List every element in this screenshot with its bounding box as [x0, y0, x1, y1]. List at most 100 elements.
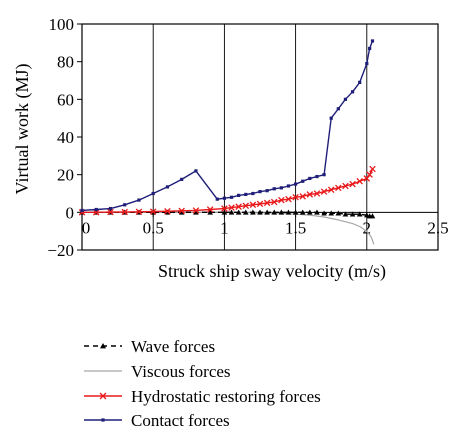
data-point: [321, 210, 327, 216]
data-point: [335, 184, 342, 192]
data-point: [335, 210, 342, 216]
data-point: [285, 209, 292, 215]
legend-item: Hydrostatic restoring forces: [84, 387, 321, 406]
data-point: [271, 209, 278, 215]
data-point: [101, 418, 105, 422]
data-point: [299, 193, 306, 200]
data-point: [192, 207, 200, 214]
data-point: [121, 208, 128, 216]
data-point: [215, 197, 219, 201]
legend-item: Wave forces: [84, 337, 215, 356]
data-point: [272, 187, 276, 191]
data-point: [107, 208, 114, 216]
data-point: [270, 198, 278, 206]
y-tick-label: 0: [66, 203, 75, 222]
y-tick-label: 80: [57, 53, 74, 72]
data-point: [165, 185, 170, 189]
data-point: [343, 97, 348, 101]
data-point: [278, 196, 285, 204]
data-point: [369, 213, 376, 219]
data-point: [313, 190, 321, 197]
data-point: [228, 209, 235, 215]
data-point: [256, 200, 264, 208]
data-point: [235, 209, 242, 215]
x-axis-title: Struck ship sway velocity (m/s): [158, 261, 386, 282]
x-tick-label: 1: [220, 218, 229, 237]
y-tick-label: 40: [57, 128, 74, 147]
y-axis-title: Virtual work (MJ): [12, 64, 33, 195]
data-point: [135, 208, 143, 216]
series-hydrostatic-restoring-forces: [78, 165, 376, 216]
y-axis-ticks: −20 0 20 40 60 80 100: [47, 15, 82, 260]
y-tick-label: −20: [47, 241, 74, 260]
data-point: [99, 392, 107, 400]
x-tick-label: 1.5: [285, 218, 306, 237]
series-layer: [78, 39, 376, 245]
data-point: [249, 201, 257, 209]
data-point: [222, 196, 227, 200]
data-point: [286, 184, 291, 188]
legend-item: Viscous forces: [84, 362, 231, 381]
legend: Wave forces Viscous forces Hydrostatic res…: [84, 337, 321, 430]
data-point: [370, 39, 375, 43]
data-point: [356, 177, 363, 185]
data-point: [92, 209, 100, 216]
data-point: [151, 191, 155, 196]
data-point: [314, 209, 320, 215]
data-point: [342, 182, 349, 190]
data-point: [257, 209, 263, 215]
data-point: [292, 194, 299, 201]
data-point: [221, 205, 228, 212]
data-point: [342, 211, 349, 217]
data-point: [306, 191, 314, 198]
series-contact-forces: [80, 39, 375, 213]
x-tick-label: 0: [82, 218, 91, 237]
data-point: [349, 180, 356, 188]
data-point: [315, 174, 319, 179]
data-point: [358, 80, 362, 84]
x-tick-label: 2.5: [427, 218, 448, 237]
legend-label: Wave forces: [131, 337, 215, 356]
data-point: [285, 195, 292, 203]
data-point: [164, 207, 171, 215]
data-point: [350, 90, 355, 94]
data-point: [356, 211, 363, 217]
y-tick-label: 60: [57, 90, 74, 109]
data-point: [369, 165, 376, 173]
data-point: [108, 206, 113, 211]
data-point: [292, 209, 299, 215]
data-point: [368, 46, 372, 51]
data-point: [327, 186, 335, 193]
data-point: [137, 198, 141, 202]
data-point: [228, 204, 235, 211]
data-point: [100, 343, 106, 349]
data-point: [80, 208, 84, 213]
x-axis-ticks: 0 0.5 1 1.5 2 2.5: [81, 212, 449, 237]
data-point: [328, 210, 334, 216]
data-point: [308, 176, 312, 181]
data-point: [207, 209, 213, 215]
data-point: [258, 190, 262, 194]
data-point: [365, 61, 369, 66]
data-point: [251, 191, 255, 196]
legend-item: Contact forces: [84, 411, 230, 430]
data-point: [242, 209, 249, 215]
x-tick-label: 2: [363, 218, 372, 237]
data-point: [279, 186, 283, 190]
data-point: [193, 209, 199, 215]
legend-label: Hydrostatic restoring forces: [131, 387, 321, 406]
data-point: [123, 203, 127, 207]
data-point: [178, 207, 185, 215]
data-point: [221, 209, 228, 215]
data-point: [244, 192, 248, 197]
data-point: [235, 203, 242, 210]
data-point: [94, 207, 98, 212]
data-point: [366, 171, 373, 178]
legend-label: Viscous forces: [131, 362, 231, 381]
data-point: [229, 195, 234, 199]
data-point: [329, 116, 333, 120]
data-point: [264, 209, 270, 215]
legend-label: Contact forces: [131, 411, 230, 430]
data-point: [149, 208, 157, 215]
